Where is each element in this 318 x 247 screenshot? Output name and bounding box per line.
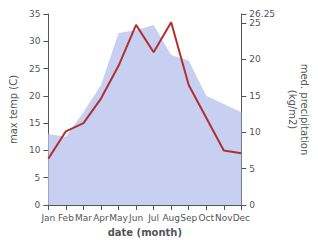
svg-text:max temp (C): max temp (C) <box>8 75 19 144</box>
svg-text:Jan: Jan <box>40 213 55 223</box>
svg-text:Apr: Apr <box>93 213 109 223</box>
svg-text:5: 5 <box>249 164 255 174</box>
svg-text:30: 30 <box>29 36 41 46</box>
svg-text:26.25: 26.25 <box>249 9 275 19</box>
svg-text:0: 0 <box>35 200 41 210</box>
svg-text:Oct: Oct <box>198 213 214 223</box>
svg-text:Nov: Nov <box>215 213 233 223</box>
svg-text:15: 15 <box>29 118 40 128</box>
svg-text:med. precipitation: med. precipitation <box>299 64 310 156</box>
svg-text:May: May <box>109 213 128 223</box>
svg-text:0: 0 <box>249 200 255 210</box>
svg-text:Aug: Aug <box>162 213 180 223</box>
svg-text:Jul: Jul <box>147 213 159 223</box>
svg-text:Dec: Dec <box>233 213 250 223</box>
svg-text:10: 10 <box>29 145 41 155</box>
svg-text:10: 10 <box>249 127 261 137</box>
svg-text:25: 25 <box>29 64 40 74</box>
svg-text:35: 35 <box>29 9 40 19</box>
svg-text:Jun: Jun <box>128 213 143 223</box>
svg-text:5: 5 <box>35 173 41 183</box>
svg-text:(kg/m2): (kg/m2) <box>287 90 298 130</box>
svg-text:Sep: Sep <box>180 213 197 223</box>
svg-text:15: 15 <box>249 91 260 101</box>
svg-text:date (month): date (month) <box>108 227 182 238</box>
svg-text:Mar: Mar <box>75 213 92 223</box>
svg-text:Feb: Feb <box>58 213 74 223</box>
svg-text:20: 20 <box>29 91 41 101</box>
svg-text:20: 20 <box>249 54 261 64</box>
svg-text:25: 25 <box>249 18 260 28</box>
